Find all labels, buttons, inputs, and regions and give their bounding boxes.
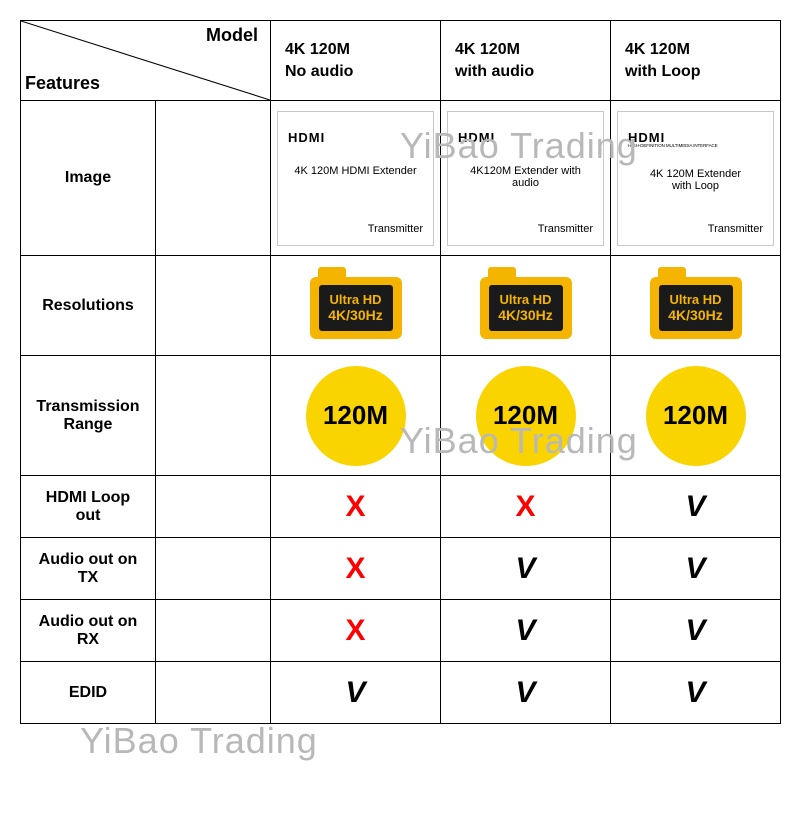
gap-cell [156, 600, 271, 662]
resolution-badge: Ultra HD 4K/30Hz [310, 267, 402, 339]
header-diagonal-cell: Model Features [21, 21, 271, 101]
product-card-0: HDMI 4K 120M HDMI Extender Transmitter [277, 111, 434, 246]
loop-cell-2: V [611, 476, 781, 538]
edid-cell-0: V [271, 662, 441, 724]
row-audio-rx: Audio out on RX X V V [21, 600, 781, 662]
audiorx-cell-2: V [611, 600, 781, 662]
range-cell-1: 120M [441, 356, 611, 476]
row-image: Image HDMI 4K 120M HDMI Extender Transmi… [21, 101, 781, 256]
row-loop: HDMI Loop out X X V [21, 476, 781, 538]
header-model-label: Model [206, 25, 258, 46]
check-icon: V [685, 490, 705, 523]
audiorx-cell-1: V [441, 600, 611, 662]
row-label-audio-tx: Audio out on TX [21, 538, 156, 600]
range-circle: 120M [646, 366, 746, 466]
edid-cell-2: V [611, 662, 781, 724]
check-icon: V [345, 676, 365, 709]
resolution-badge: Ultra HD 4K/30Hz [480, 267, 572, 339]
row-range: Transmission Range 120M 120M 120M [21, 356, 781, 476]
transmitter-label: Transmitter [368, 223, 423, 235]
image-cell-0: HDMI 4K 120M HDMI Extender Transmitter [271, 101, 441, 256]
product-desc: 4K 120M HDMI Extender [288, 165, 423, 177]
watermark: YiBao Trading [80, 720, 318, 762]
check-icon: V [685, 552, 705, 585]
product-desc: 4K 120M Extender with Loop [628, 168, 763, 192]
loop-cell-0: X [271, 476, 441, 538]
transmitter-label: Transmitter [538, 223, 593, 235]
hdmi-logo: HDMI [288, 130, 325, 145]
range-circle: 120M [306, 366, 406, 466]
row-label-range: Transmission Range [21, 356, 156, 476]
x-icon: X [345, 552, 365, 585]
row-edid: EDID V V V [21, 662, 781, 724]
gap-cell [156, 476, 271, 538]
res-cell-1: Ultra HD 4K/30Hz [441, 256, 611, 356]
audiotx-cell-2: V [611, 538, 781, 600]
row-label-audio-rx: Audio out on RX [21, 600, 156, 662]
image-cell-1: HDMI 4K120M Extender with audio Transmit… [441, 101, 611, 256]
x-icon: X [515, 490, 535, 523]
image-cell-2: HDMI HIGH-DEFINITION MULTIMEDIA INTERFAC… [611, 101, 781, 256]
x-icon: X [345, 614, 365, 647]
check-icon: V [515, 614, 535, 647]
x-icon: X [345, 490, 365, 523]
model-header-1: 4K 120Mwith audio [441, 21, 611, 101]
gap-cell [156, 256, 271, 356]
range-cell-0: 120M [271, 356, 441, 476]
model-header-2: 4K 120Mwith Loop [611, 21, 781, 101]
row-label-resolutions: Resolutions [21, 256, 156, 356]
row-resolutions: Resolutions Ultra HD 4K/30Hz Ultra HD 4K… [21, 256, 781, 356]
header-features-label: Features [25, 73, 100, 94]
transmitter-label: Transmitter [708, 223, 763, 235]
loop-cell-1: X [441, 476, 611, 538]
header-row: Model Features 4K 120MNo audio 4K 120Mwi… [21, 21, 781, 101]
edid-cell-1: V [441, 662, 611, 724]
check-icon: V [685, 614, 705, 647]
range-circle: 120M [476, 366, 576, 466]
res-cell-0: Ultra HD 4K/30Hz [271, 256, 441, 356]
res-cell-2: Ultra HD 4K/30Hz [611, 256, 781, 356]
range-cell-2: 120M [611, 356, 781, 476]
check-icon: V [515, 676, 535, 709]
audiotx-cell-1: V [441, 538, 611, 600]
row-label-loop: HDMI Loop out [21, 476, 156, 538]
product-card-2: HDMI HIGH-DEFINITION MULTIMEDIA INTERFAC… [617, 111, 774, 246]
check-icon: V [685, 676, 705, 709]
resolution-badge: Ultra HD 4K/30Hz [650, 267, 742, 339]
comparison-table: Model Features 4K 120MNo audio 4K 120Mwi… [20, 20, 781, 724]
hdmi-logo: HDMI [458, 130, 495, 145]
row-audio-tx: Audio out on TX X V V [21, 538, 781, 600]
hdmi-subtitle: HIGH-DEFINITION MULTIMEDIA INTERFACE [628, 143, 763, 148]
row-label-edid: EDID [21, 662, 156, 724]
gap-cell [156, 356, 271, 476]
gap-cell [156, 538, 271, 600]
check-icon: V [515, 552, 535, 585]
gap-cell [156, 662, 271, 724]
row-label-image: Image [21, 101, 156, 256]
model-header-0: 4K 120MNo audio [271, 21, 441, 101]
product-desc: 4K120M Extender with audio [458, 165, 593, 189]
product-card-1: HDMI 4K120M Extender with audio Transmit… [447, 111, 604, 246]
audiorx-cell-0: X [271, 600, 441, 662]
audiotx-cell-0: X [271, 538, 441, 600]
gap-cell [156, 101, 271, 256]
